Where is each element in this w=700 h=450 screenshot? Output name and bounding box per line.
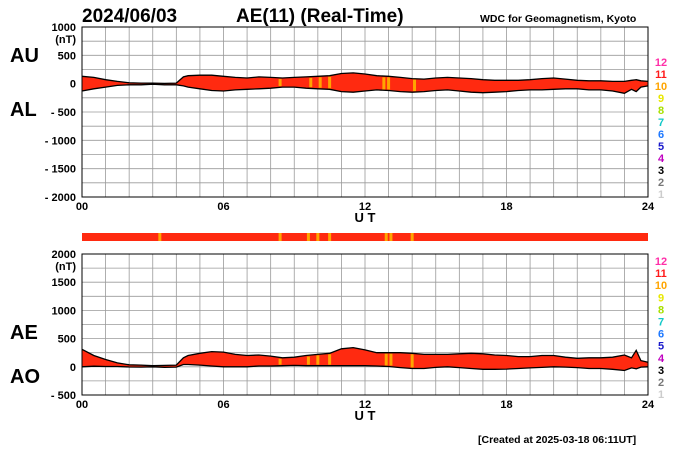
x-tick-label: 18 (500, 399, 512, 411)
station-scale-label: 3 (658, 165, 664, 177)
au-al-panel: 1000 500 0 - 500 - 1000 - 1500 - 2000 (nT) 00 06 1… (10, 22, 655, 225)
station-strip-mark (328, 233, 332, 241)
station-strip-mark (158, 233, 162, 241)
station-scale-label: 1 (658, 189, 664, 201)
station-strip-mark (389, 233, 393, 241)
station-count-mark (413, 79, 417, 92)
y-tick-label: - 1500 (45, 164, 76, 176)
station-count-mark (382, 77, 386, 90)
index-envelope-area (82, 347, 648, 371)
station-scale-label: 3 (658, 365, 664, 377)
x-tick-label: 06 (217, 201, 229, 213)
station-strip-mark (306, 233, 310, 241)
y-unit-label: (nT) (55, 261, 76, 273)
station-scale-label: 9 (658, 292, 664, 304)
y-tick-label: - 1000 (45, 135, 76, 147)
station-scale-label: 2 (658, 177, 664, 189)
y-tick-label: 500 (58, 50, 76, 62)
x-tick-label: 24 (642, 201, 655, 213)
station-strip-mark (316, 233, 320, 241)
y-tick-label: 0 (70, 362, 76, 374)
station-scale-label: 8 (658, 304, 664, 316)
x-tick-label: 00 (76, 201, 88, 213)
index-envelope-area (82, 72, 648, 94)
series-line-al (81, 83, 649, 94)
y-tick-label: 1000 (52, 22, 76, 34)
x-axis-label: U T (355, 210, 376, 225)
index-label-ae: AE (10, 322, 38, 344)
station-strip-mark (384, 233, 388, 241)
station-scale-label: 12 (655, 256, 667, 268)
station-scale-label: 4 (658, 353, 665, 365)
series-line-ae (81, 346, 649, 367)
station-count-mark (316, 355, 320, 365)
middle-station-strip (82, 233, 648, 241)
chart-date: 2024/06/03 (82, 6, 177, 27)
index-label-au: AU (10, 45, 39, 67)
x-tick-label: 12 (359, 201, 371, 213)
station-count-mark (309, 77, 313, 88)
y-tick-label: 500 (58, 334, 76, 346)
station-scale-label: 6 (658, 329, 664, 341)
y-unit-label: (nT) (55, 34, 76, 46)
station-scale-label: 2 (658, 377, 664, 389)
station-scale-label: 10 (655, 280, 667, 292)
x-tick-label: 12 (359, 399, 371, 411)
station-scale-label: 9 (658, 93, 664, 105)
station-scale-label: 7 (658, 117, 664, 129)
station-scale-label: 4 (658, 153, 665, 165)
y-tick-label: 0 (70, 79, 76, 91)
y-tick-label: - 2000 (45, 192, 76, 204)
created-timestamp: [Created at 2025-03-18 06:11UT] (478, 434, 636, 446)
station-count-mark (278, 79, 282, 87)
ae-ao-panel: 2000 1500 1000 500 0 - 500 (nT) 00 06 12 18 24 U T AE… (10, 249, 655, 423)
station-count-mark (328, 76, 332, 89)
station-scale-label: 10 (655, 81, 667, 93)
x-tick-label: 18 (500, 201, 512, 213)
y-tick-label: 2000 (52, 249, 76, 261)
station-count-mark (410, 354, 414, 368)
station-scale-label: 5 (658, 341, 664, 353)
station-count-mark (328, 354, 332, 365)
station-scale-label: 7 (658, 317, 664, 329)
x-tick-label: 24 (642, 399, 655, 411)
station-count-mark (384, 353, 388, 366)
plot-frame (81, 26, 649, 198)
series-line-ao (81, 363, 649, 372)
station-count-mark (387, 77, 391, 90)
index-label-al: AL (10, 99, 37, 121)
station-scale-label: 12 (655, 57, 667, 69)
x-tick-label: 06 (217, 399, 229, 411)
index-label-ao: AO (10, 366, 40, 388)
station-scale-label: 6 (658, 129, 664, 141)
data-source: WDC for Geomagnetism, Kyoto (480, 13, 636, 25)
x-tick-label: 00 (76, 399, 88, 411)
station-scale-label: 5 (658, 141, 664, 153)
y-tick-label: - 500 (51, 390, 76, 402)
series-line-au (81, 72, 649, 85)
station-count-mark (318, 77, 322, 88)
station-count-mark (306, 356, 310, 365)
station-strip-bar (82, 233, 648, 241)
station-strip-mark (410, 233, 414, 241)
x-axis-label: U T (355, 408, 376, 423)
y-tick-label: 1500 (52, 277, 76, 289)
y-tick-label: - 500 (51, 107, 76, 119)
station-scale-label: 8 (658, 105, 664, 117)
station-scale-label: 11 (655, 69, 667, 81)
plot-frame (81, 253, 649, 396)
chart-title: AE(11) (Real-Time) (236, 6, 404, 27)
station-scale-label: 1 (658, 389, 664, 401)
station-strip-mark (278, 233, 282, 241)
station-scale-label: 11 (655, 268, 667, 280)
station-count-mark (389, 353, 393, 366)
station-count-mark (278, 358, 282, 365)
y-tick-label: 1000 (52, 305, 76, 317)
